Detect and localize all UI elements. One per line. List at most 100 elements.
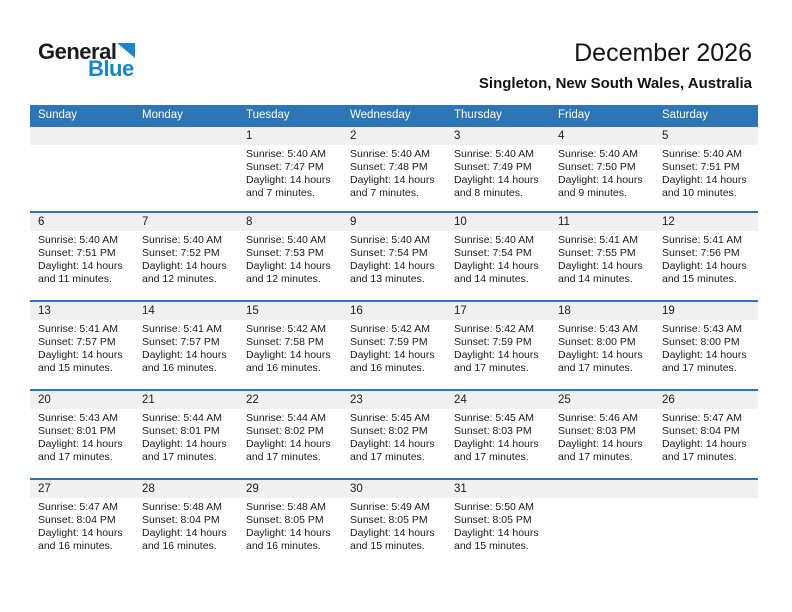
day-cell: 26 Sunrise: 5:47 AM Sunset: 8:04 PM Dayligh… bbox=[654, 391, 758, 478]
general-blue-logo: General Blue bbox=[38, 41, 136, 80]
day-number: 25 bbox=[550, 391, 654, 409]
day-details: Sunrise: 5:41 AM Sunset: 7:55 PM Daylight:… bbox=[550, 231, 654, 286]
daylight-text: and 12 minutes. bbox=[142, 273, 217, 285]
sunrise-text: Sunrise: 5:43 AM bbox=[38, 412, 118, 424]
day-details: Sunrise: 5:41 AM Sunset: 7:56 PM Daylight:… bbox=[654, 231, 758, 286]
day-number: 12 bbox=[654, 213, 758, 231]
sunrise-text: Sunrise: 5:43 AM bbox=[662, 323, 742, 335]
sunset-text: Sunset: 8:05 PM bbox=[246, 514, 324, 526]
weekday-header-row: Sunday Monday Tuesday Wednesday Thursday… bbox=[30, 105, 758, 125]
daylight-text: Daylight: 14 hours bbox=[662, 260, 747, 272]
day-details: Sunrise: 5:43 AM Sunset: 8:00 PM Daylight:… bbox=[550, 320, 654, 375]
day-cell: 17 Sunrise: 5:42 AM Sunset: 7:59 PM Dayligh… bbox=[446, 302, 550, 389]
sunset-text: Sunset: 8:02 PM bbox=[350, 425, 428, 437]
day-details: Sunrise: 5:40 AM Sunset: 7:51 PM Daylight:… bbox=[30, 231, 134, 286]
day-details: Sunrise: 5:41 AM Sunset: 7:57 PM Daylight:… bbox=[30, 320, 134, 375]
sunrise-text: Sunrise: 5:48 AM bbox=[142, 501, 222, 513]
sunrise-text: Sunrise: 5:47 AM bbox=[38, 501, 118, 513]
sunset-text: Sunset: 7:56 PM bbox=[662, 247, 740, 259]
daylight-text: and 9 minutes. bbox=[558, 187, 627, 199]
daylight-text: and 17 minutes. bbox=[246, 451, 321, 463]
daylight-text: and 14 minutes. bbox=[558, 273, 633, 285]
daylight-text: Daylight: 14 hours bbox=[558, 349, 643, 361]
day-details: Sunrise: 5:44 AM Sunset: 8:02 PM Daylight:… bbox=[238, 409, 342, 464]
sunrise-text: Sunrise: 5:40 AM bbox=[142, 234, 222, 246]
day-details: Sunrise: 5:47 AM Sunset: 8:04 PM Daylight:… bbox=[30, 498, 134, 553]
sunrise-text: Sunrise: 5:40 AM bbox=[350, 234, 430, 246]
sunrise-text: Sunrise: 5:41 AM bbox=[38, 323, 118, 335]
sunrise-text: Sunrise: 5:41 AM bbox=[142, 323, 222, 335]
day-number: 19 bbox=[654, 302, 758, 320]
sunset-text: Sunset: 7:59 PM bbox=[454, 336, 532, 348]
day-details: Sunrise: 5:45 AM Sunset: 8:02 PM Daylight:… bbox=[342, 409, 446, 464]
sunrise-text: Sunrise: 5:42 AM bbox=[246, 323, 326, 335]
day-number: 22 bbox=[238, 391, 342, 409]
daylight-text: Daylight: 14 hours bbox=[454, 349, 539, 361]
daylight-text: and 11 minutes. bbox=[38, 273, 112, 285]
day-cell: 12 Sunrise: 5:41 AM Sunset: 7:56 PM Dayligh… bbox=[654, 213, 758, 300]
day-cell: 19 Sunrise: 5:43 AM Sunset: 8:00 PM Dayligh… bbox=[654, 302, 758, 389]
day-cell: 27 Sunrise: 5:47 AM Sunset: 8:04 PM Dayligh… bbox=[30, 480, 134, 575]
day-cell: 18 Sunrise: 5:43 AM Sunset: 8:00 PM Dayligh… bbox=[550, 302, 654, 389]
weekday-wednesday: Wednesday bbox=[350, 109, 411, 121]
day-details: Sunrise: 5:47 AM Sunset: 8:04 PM Daylight:… bbox=[654, 409, 758, 464]
header-titles: December 2026 Singleton, New South Wales… bbox=[479, 40, 752, 92]
sunset-text: Sunset: 7:53 PM bbox=[246, 247, 324, 259]
daylight-text: Daylight: 14 hours bbox=[246, 349, 331, 361]
sunrise-text: Sunrise: 5:40 AM bbox=[38, 234, 118, 246]
daylight-text: and 16 minutes. bbox=[142, 540, 217, 552]
sunset-text: Sunset: 8:04 PM bbox=[142, 514, 220, 526]
sunrise-text: Sunrise: 5:44 AM bbox=[246, 412, 326, 424]
sunrise-text: Sunrise: 5:46 AM bbox=[558, 412, 638, 424]
daylight-text: and 15 minutes. bbox=[662, 273, 737, 285]
daylight-text: and 7 minutes. bbox=[246, 187, 315, 199]
day-details: Sunrise: 5:42 AM Sunset: 7:59 PM Daylight:… bbox=[342, 320, 446, 375]
day-number: 14 bbox=[134, 302, 238, 320]
day-details: Sunrise: 5:40 AM Sunset: 7:51 PM Daylight:… bbox=[654, 145, 758, 200]
sunset-text: Sunset: 8:01 PM bbox=[38, 425, 116, 437]
day-details: Sunrise: 5:40 AM Sunset: 7:49 PM Daylight:… bbox=[446, 145, 550, 200]
sunset-text: Sunset: 7:54 PM bbox=[454, 247, 532, 259]
day-details: Sunrise: 5:40 AM Sunset: 7:48 PM Daylight:… bbox=[342, 145, 446, 200]
sunset-text: Sunset: 7:47 PM bbox=[246, 161, 324, 173]
daylight-text: Daylight: 14 hours bbox=[454, 438, 539, 450]
daylight-text: Daylight: 14 hours bbox=[454, 174, 539, 186]
daylight-text: Daylight: 14 hours bbox=[142, 260, 227, 272]
daylight-text: Daylight: 14 hours bbox=[350, 527, 435, 539]
daylight-text: Daylight: 14 hours bbox=[38, 527, 123, 539]
daylight-text: and 17 minutes. bbox=[558, 451, 633, 463]
daylight-text: and 16 minutes. bbox=[350, 362, 425, 374]
day-number: 13 bbox=[30, 302, 134, 320]
sunrise-text: Sunrise: 5:49 AM bbox=[350, 501, 430, 513]
daylight-text: and 16 minutes. bbox=[246, 362, 321, 374]
daylight-text: Daylight: 14 hours bbox=[454, 527, 539, 539]
logo-triangle-icon bbox=[117, 43, 136, 58]
daylight-text: and 15 minutes. bbox=[454, 540, 529, 552]
day-cell: 7 Sunrise: 5:40 AM Sunset: 7:52 PM Daylight… bbox=[134, 213, 238, 300]
sunset-text: Sunset: 7:59 PM bbox=[350, 336, 428, 348]
empty-day-cell bbox=[30, 127, 134, 211]
day-number: 23 bbox=[342, 391, 446, 409]
day-number: 24 bbox=[446, 391, 550, 409]
day-number: 30 bbox=[342, 480, 446, 498]
daylight-text: and 17 minutes. bbox=[38, 451, 113, 463]
day-number: 2 bbox=[342, 127, 446, 145]
day-details: Sunrise: 5:40 AM Sunset: 7:52 PM Daylight:… bbox=[134, 231, 238, 286]
day-cell: 5 Sunrise: 5:40 AM Sunset: 7:51 PM Daylight… bbox=[654, 127, 758, 211]
sunset-text: Sunset: 7:57 PM bbox=[142, 336, 220, 348]
day-cell: 13 Sunrise: 5:41 AM Sunset: 7:57 PM Dayligh… bbox=[30, 302, 134, 389]
weekday-tuesday: Tuesday bbox=[246, 109, 290, 121]
week-row: 20 Sunrise: 5:43 AM Sunset: 8:01 PM Dayligh… bbox=[30, 389, 758, 478]
day-details: Sunrise: 5:49 AM Sunset: 8:05 PM Daylight:… bbox=[342, 498, 446, 553]
daylight-text: Daylight: 14 hours bbox=[558, 438, 643, 450]
day-cell: 10 Sunrise: 5:40 AM Sunset: 7:54 PM Dayligh… bbox=[446, 213, 550, 300]
daylight-text: Daylight: 14 hours bbox=[246, 438, 331, 450]
day-cell: 3 Sunrise: 5:40 AM Sunset: 7:49 PM Daylight… bbox=[446, 127, 550, 211]
empty-day-cell bbox=[134, 127, 238, 211]
day-number: 15 bbox=[238, 302, 342, 320]
day-number: 3 bbox=[446, 127, 550, 145]
sunrise-text: Sunrise: 5:47 AM bbox=[662, 412, 742, 424]
sunset-text: Sunset: 7:57 PM bbox=[38, 336, 116, 348]
sunrise-text: Sunrise: 5:40 AM bbox=[246, 234, 326, 246]
daylight-text: Daylight: 14 hours bbox=[38, 438, 123, 450]
